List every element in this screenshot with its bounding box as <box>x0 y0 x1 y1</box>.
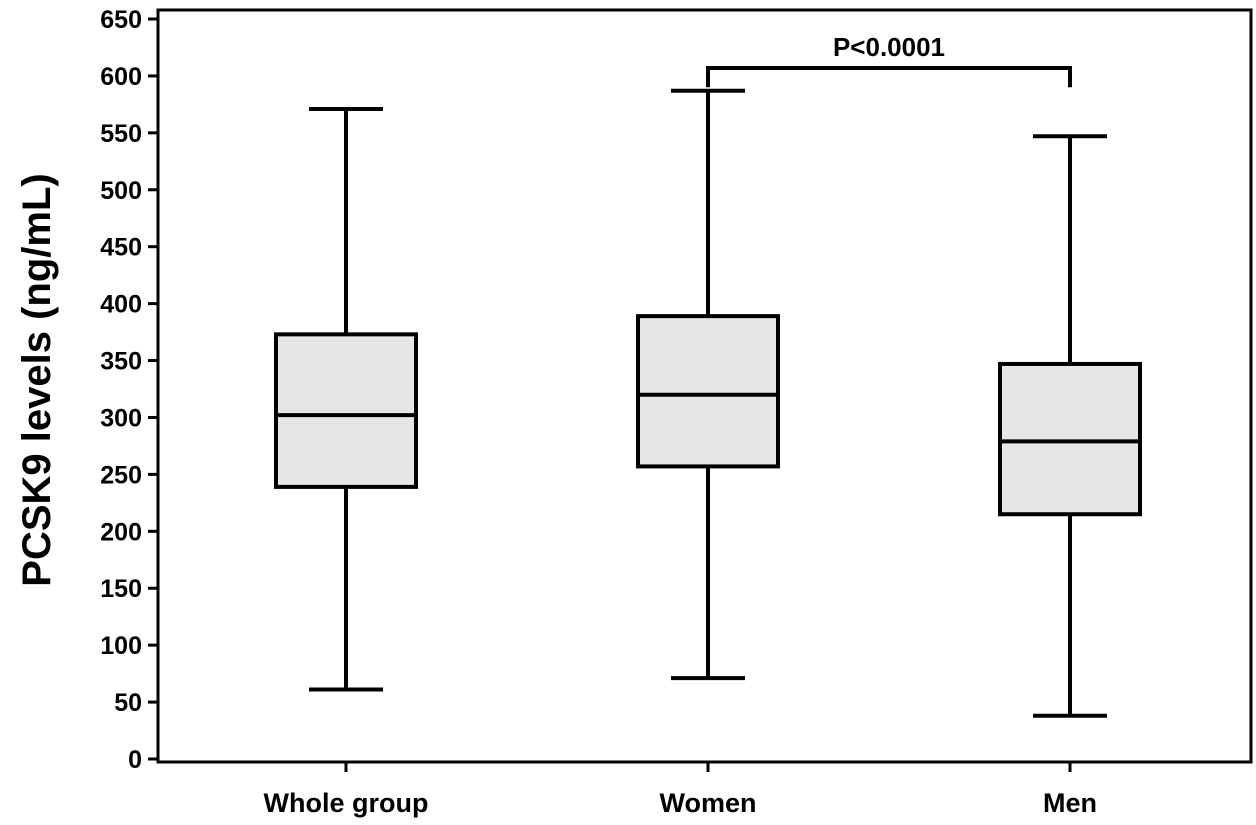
y-tick-label: 250 <box>100 461 142 489</box>
y-tick-label: 600 <box>100 63 142 91</box>
box-iqr <box>636 314 780 469</box>
y-tick-label: 550 <box>100 120 142 148</box>
y-tick-label: 0 <box>128 746 142 774</box>
y-tick-label: 300 <box>100 404 142 432</box>
x-category-label: Whole group <box>264 788 429 818</box>
y-tick-label: 350 <box>100 348 142 376</box>
y-tick-label: 50 <box>114 689 142 717</box>
plot-frame <box>156 8 1253 764</box>
y-tick-label: 150 <box>100 575 142 603</box>
x-category-label: Men <box>1043 788 1097 818</box>
significance-bracket <box>706 65 1072 88</box>
y-tick-label: 650 <box>100 6 142 34</box>
x-category-label: Women <box>659 788 756 818</box>
box-iqr <box>998 361 1142 517</box>
y-tick-label: 500 <box>100 177 142 205</box>
y-axis-title: PCSK9 levels (ng/mL) <box>15 173 59 586</box>
box-iqr <box>274 332 418 489</box>
y-tick-label: 450 <box>100 234 142 262</box>
y-tick-label: 100 <box>100 632 142 660</box>
plot-area: 0 50 100 150 200 250 300 350 400 450 500 550 600 650 W… <box>100 6 1253 818</box>
y-tick-label: 200 <box>100 518 142 546</box>
y-tick-label: 400 <box>100 291 142 319</box>
significance-label: P<0.0001 <box>833 32 945 62</box>
